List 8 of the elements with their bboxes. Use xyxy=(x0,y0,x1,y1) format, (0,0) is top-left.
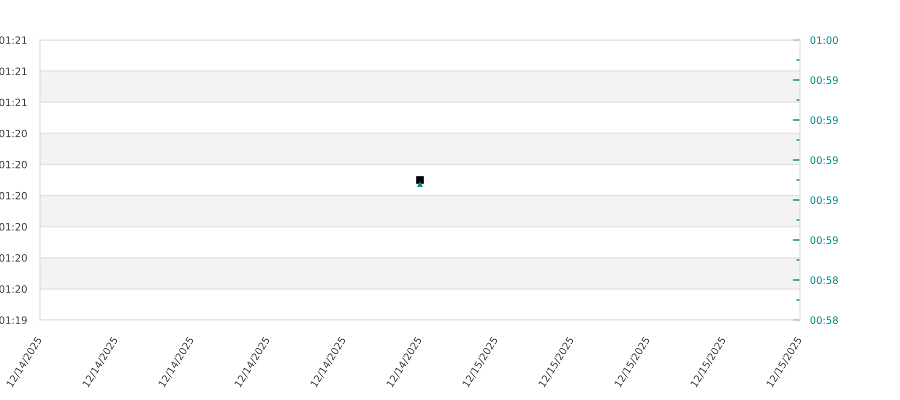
y2-tick-label: 00:59 xyxy=(810,116,838,124)
y2-tick-label: 00:58 xyxy=(810,316,838,324)
y2-tick-label: 00:59 xyxy=(810,76,838,84)
y2-tick-label: 00:59 xyxy=(810,236,838,244)
y2-tick-label: 00:59 xyxy=(810,156,838,164)
y2-tick-label: 00:58 xyxy=(810,276,838,284)
y2-tick-label: 01:00 xyxy=(810,36,838,44)
y2-tick-label: 00:59 xyxy=(810,196,838,204)
